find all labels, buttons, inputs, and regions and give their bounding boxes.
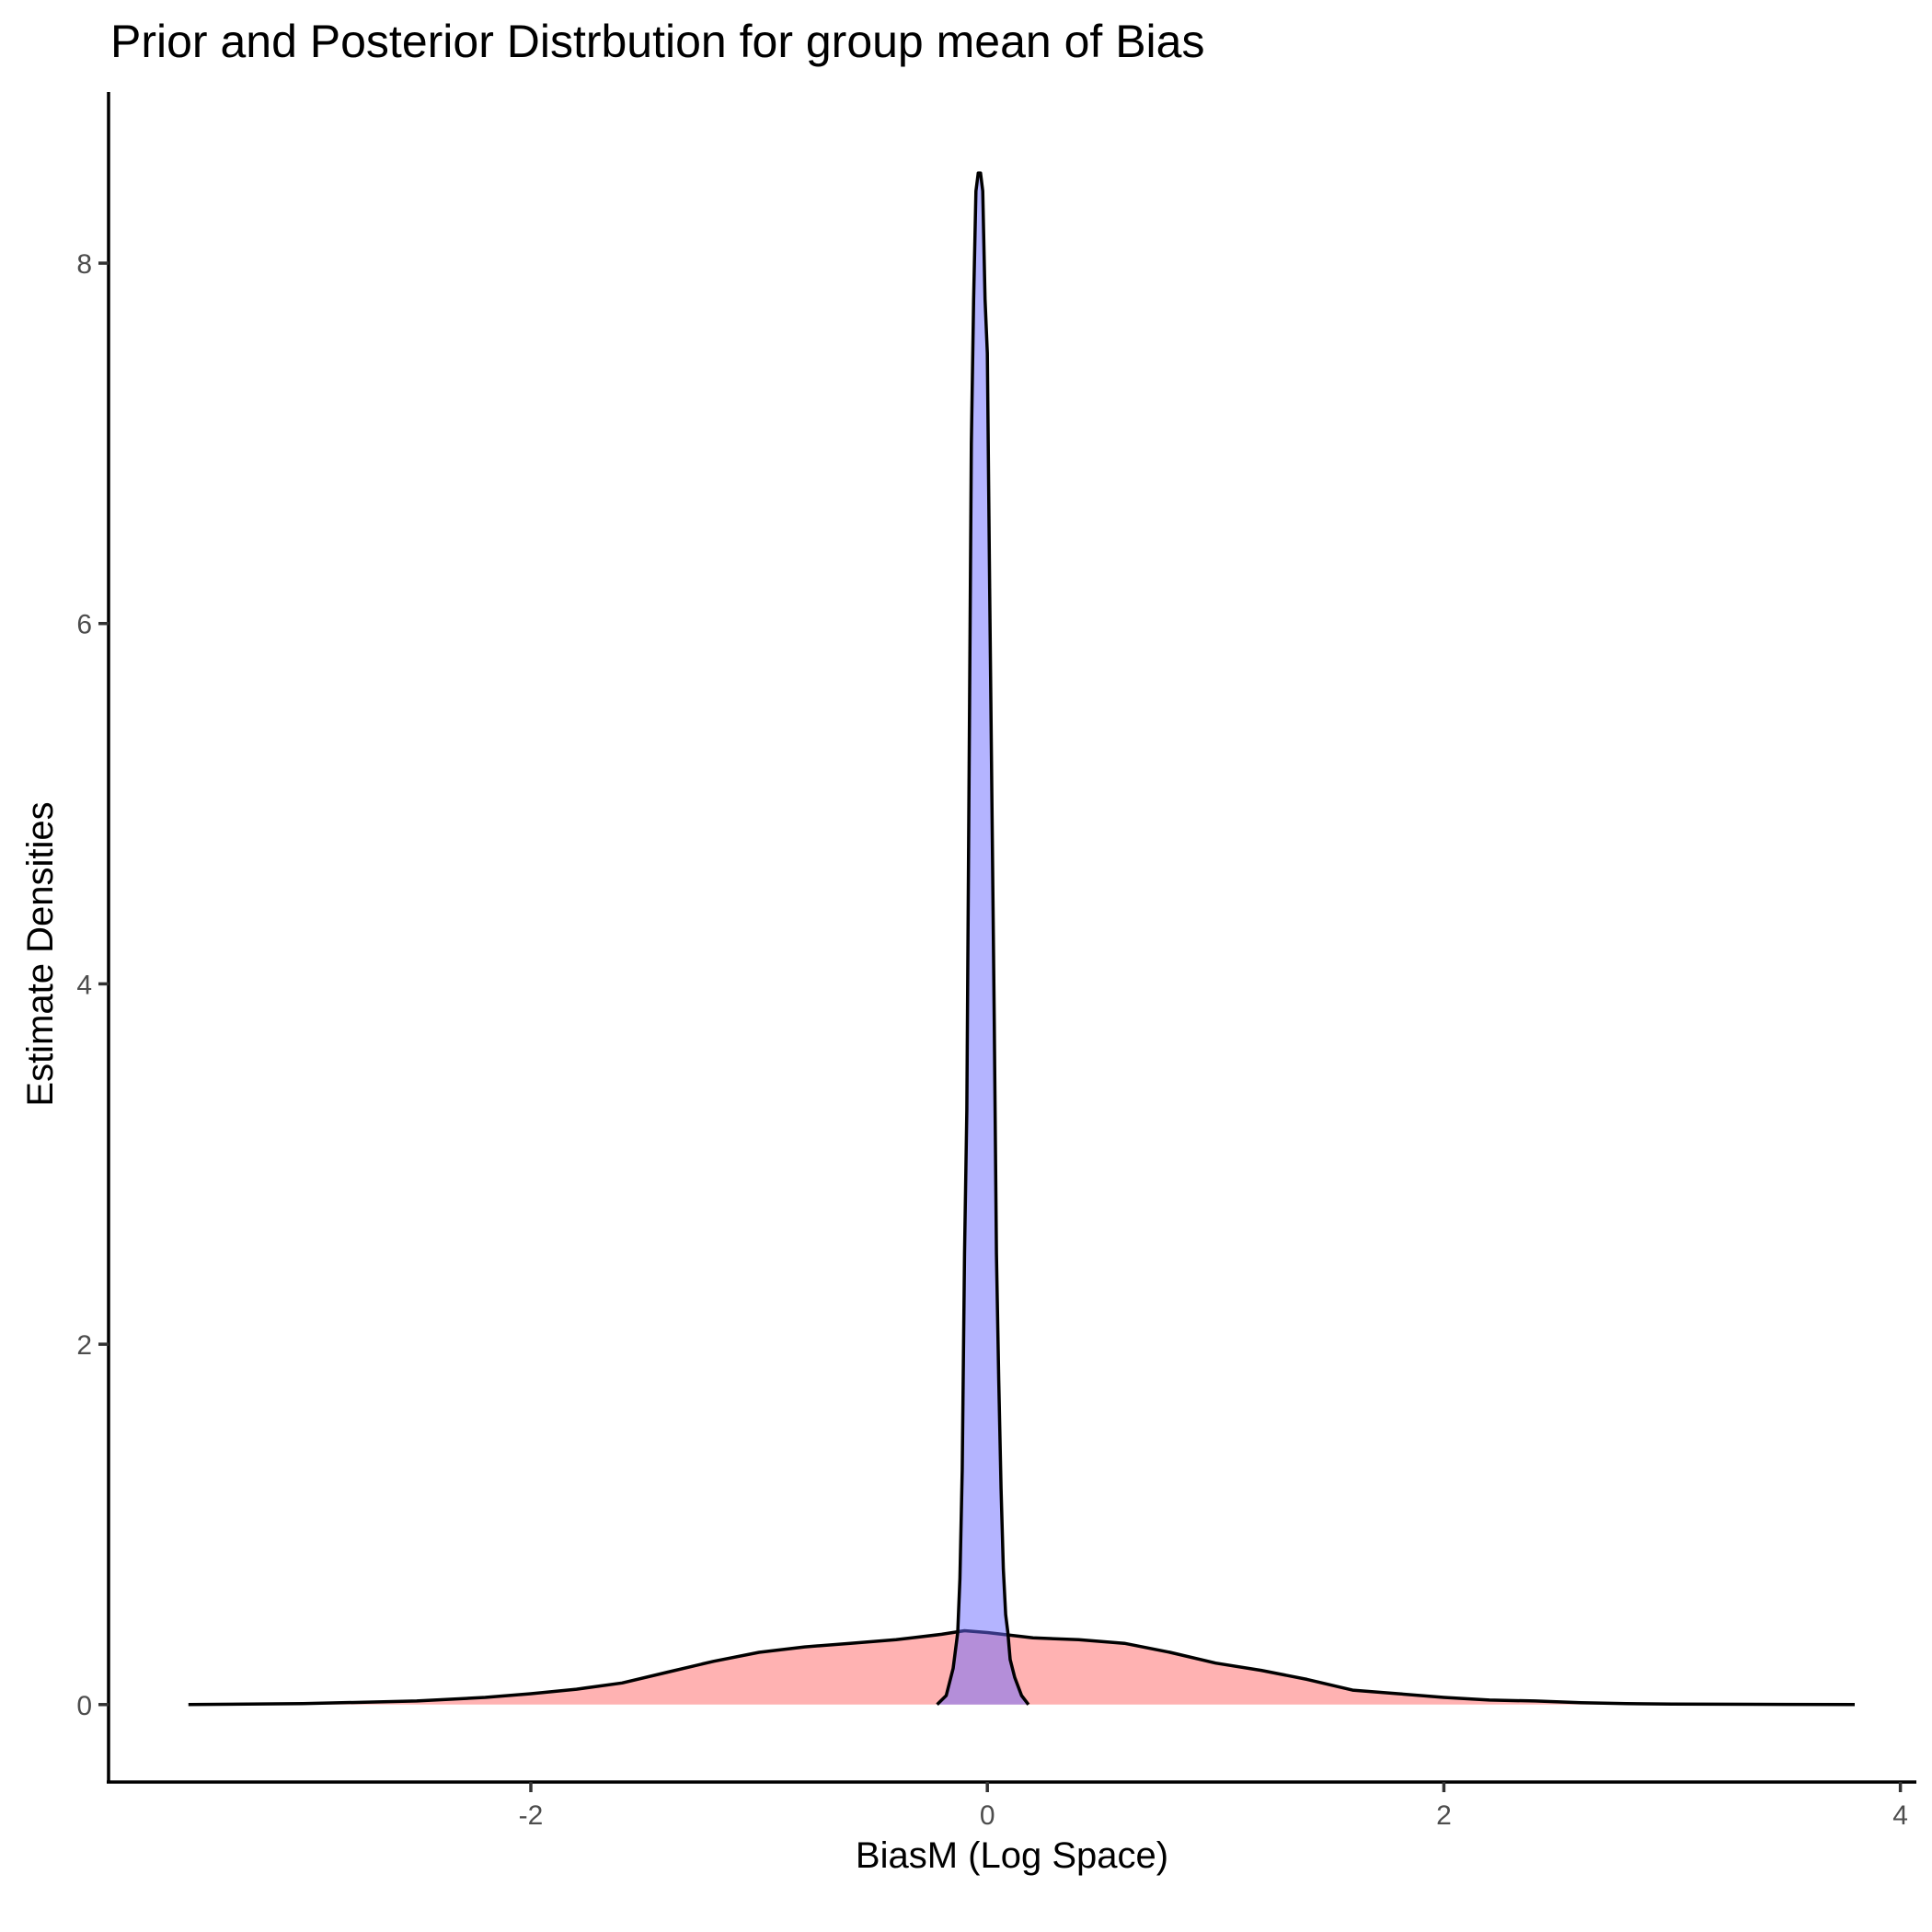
x-tick-label: 4 — [1892, 1800, 1908, 1831]
density-area-2 — [937, 173, 1029, 1705]
x-tick-label: 2 — [1436, 1800, 1452, 1831]
chart-title: Prior and Posterior Distrbution for grou… — [110, 16, 1204, 67]
y-tick-label: 8 — [76, 249, 92, 280]
y-tick-label: 2 — [76, 1330, 92, 1361]
y-tick-label: 6 — [76, 610, 92, 640]
x-tick-label: 0 — [980, 1800, 995, 1831]
density-curves — [188, 171, 1856, 1707]
y-axis-title: Estimate Densities — [20, 801, 61, 1106]
y-tick-label: 0 — [76, 1691, 92, 1721]
x-axis-title: BiasM (Log Space) — [856, 1835, 1168, 1876]
x-tick-label: -2 — [519, 1800, 544, 1831]
x-ticks: -2 0 2 4 — [519, 1782, 1908, 1831]
y-ticks: 0 2 4 6 8 — [76, 249, 109, 1721]
y-tick-label: 4 — [76, 970, 92, 1000]
density-outline-2 — [936, 171, 1030, 1707]
density-outline-1 — [188, 1628, 1856, 1707]
